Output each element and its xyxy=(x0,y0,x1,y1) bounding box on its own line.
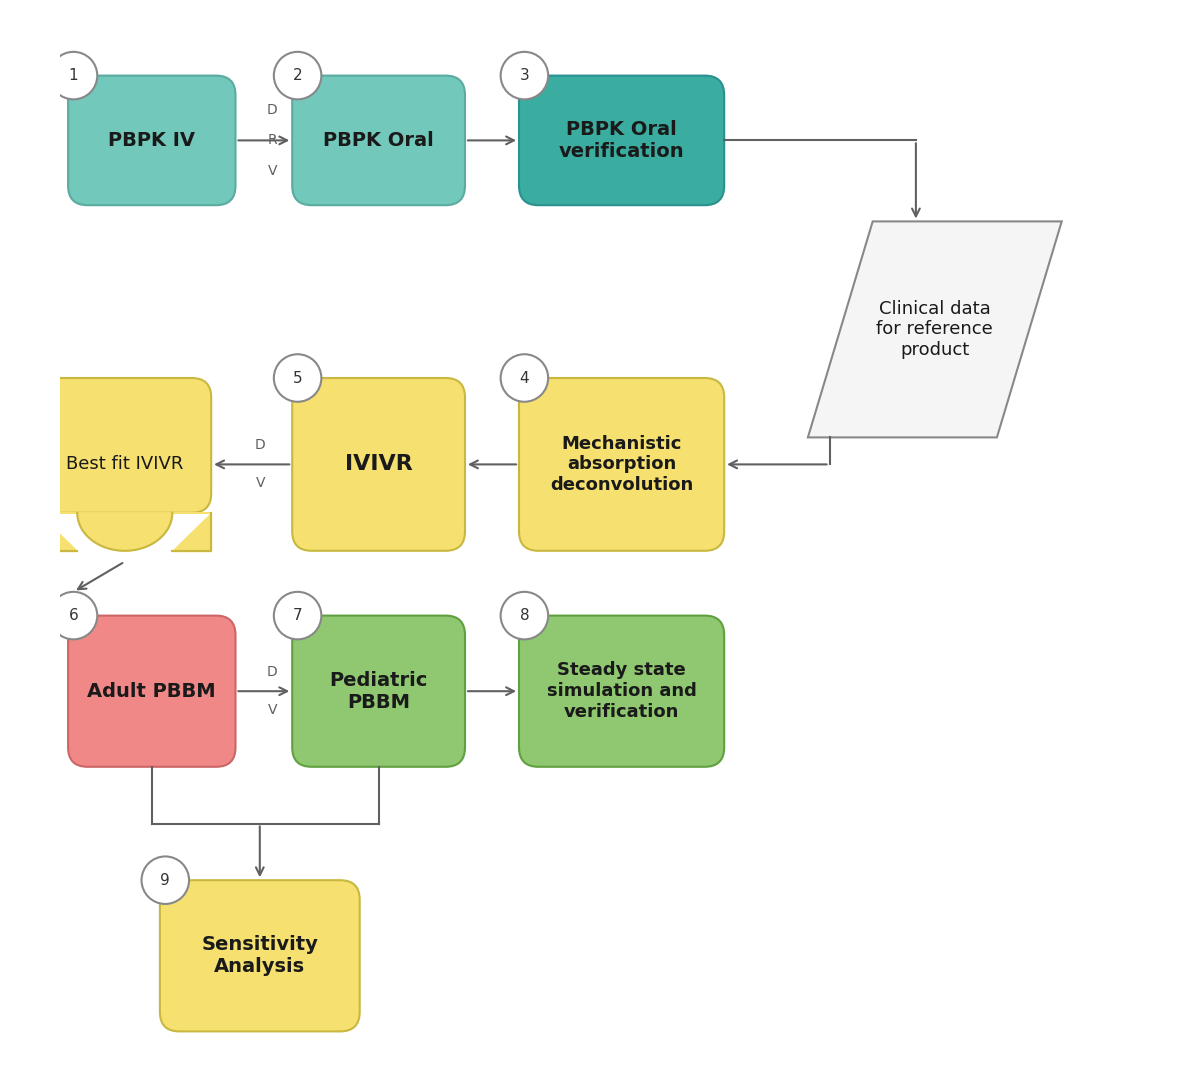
Text: 9: 9 xyxy=(161,873,170,888)
Text: Best fit IVIVR: Best fit IVIVR xyxy=(66,456,184,473)
Text: 5: 5 xyxy=(293,370,302,386)
Text: IVIVR: IVIVR xyxy=(344,455,413,474)
Text: Steady state
simulation and
verification: Steady state simulation and verification xyxy=(547,661,696,721)
Text: 8: 8 xyxy=(520,608,529,623)
Text: 6: 6 xyxy=(68,608,78,623)
Text: PBPK Oral
verification: PBPK Oral verification xyxy=(559,120,684,161)
Circle shape xyxy=(274,354,322,402)
Polygon shape xyxy=(38,513,77,551)
Text: Adult PBBM: Adult PBBM xyxy=(88,681,216,701)
FancyBboxPatch shape xyxy=(520,378,725,551)
Text: 3: 3 xyxy=(520,68,529,83)
Text: 4: 4 xyxy=(520,370,529,386)
FancyBboxPatch shape xyxy=(38,378,211,513)
FancyBboxPatch shape xyxy=(520,76,725,205)
Circle shape xyxy=(49,52,97,99)
FancyBboxPatch shape xyxy=(68,76,235,205)
Polygon shape xyxy=(173,513,211,551)
FancyBboxPatch shape xyxy=(160,880,360,1031)
FancyBboxPatch shape xyxy=(292,378,466,551)
Text: V: V xyxy=(256,476,265,489)
Text: V: V xyxy=(268,703,277,716)
Circle shape xyxy=(500,52,548,99)
Polygon shape xyxy=(38,513,211,551)
Text: Sensitivity
Analysis: Sensitivity Analysis xyxy=(202,935,318,976)
Circle shape xyxy=(500,354,548,402)
FancyBboxPatch shape xyxy=(292,616,466,767)
Circle shape xyxy=(142,856,190,904)
FancyBboxPatch shape xyxy=(292,76,466,205)
FancyBboxPatch shape xyxy=(68,616,235,767)
Text: R: R xyxy=(268,134,277,147)
Text: 7: 7 xyxy=(293,608,302,623)
Text: Pediatric
PBBM: Pediatric PBBM xyxy=(330,671,427,712)
Circle shape xyxy=(500,592,548,639)
Text: D: D xyxy=(268,665,278,678)
Circle shape xyxy=(274,592,322,639)
Text: PBPK IV: PBPK IV xyxy=(108,131,196,150)
Text: D: D xyxy=(268,104,278,117)
Text: V: V xyxy=(268,164,277,177)
Text: Clinical data
for reference
product: Clinical data for reference product xyxy=(876,299,994,360)
FancyBboxPatch shape xyxy=(520,616,725,767)
Text: Mechanistic
absorption
deconvolution: Mechanistic absorption deconvolution xyxy=(550,434,694,495)
Circle shape xyxy=(274,52,322,99)
Polygon shape xyxy=(808,221,1062,437)
Text: D: D xyxy=(254,438,265,451)
Text: 2: 2 xyxy=(293,68,302,83)
Text: 1: 1 xyxy=(68,68,78,83)
Text: PBPK Oral: PBPK Oral xyxy=(323,131,434,150)
Circle shape xyxy=(49,592,97,639)
